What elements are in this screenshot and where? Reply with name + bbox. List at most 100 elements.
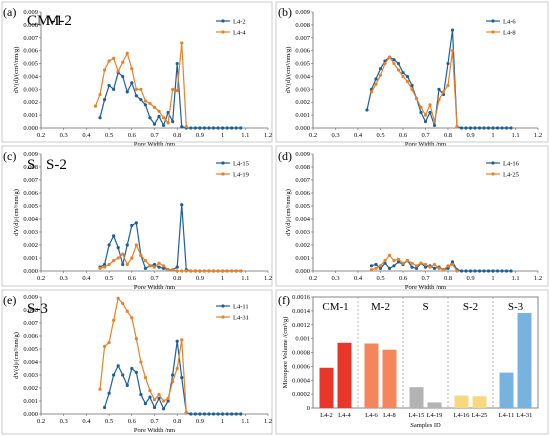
data-point-L4-4 — [161, 116, 166, 120]
x-tick-label: L4-11 — [499, 412, 515, 419]
data-point-L4-25 — [378, 264, 383, 268]
y-tick-label: 0.000 — [23, 268, 38, 275]
data-point-L4-11 — [202, 412, 207, 416]
data-point-L4-16 — [464, 269, 468, 273]
x-tick-label: 0.2 — [37, 418, 45, 425]
y-tick-label: 0.0014 — [292, 308, 311, 315]
data-point-L4-19 — [166, 268, 170, 272]
legend-label: L4-4 — [233, 29, 246, 36]
y-tick-label: 0.005 — [23, 203, 38, 210]
x-tick-label: 0.6 — [399, 275, 408, 282]
x-tick-label: 0.4 — [354, 275, 363, 282]
panel-border — [275, 289, 549, 435]
data-point-L4-11 — [112, 373, 116, 377]
x-tick-label: 0.7 — [421, 132, 430, 139]
panel-e: (e) 0.000 0.001 0.002 0.003 0.004 0.005 0.006 0.… — [1, 289, 273, 435]
data-point-L4-8 — [374, 82, 378, 86]
data-point-L4-16 — [495, 269, 500, 273]
data-point-L4-4 — [102, 68, 107, 72]
panel-a: (a) 0.000 0.001 0.002 0.003 0.004 0.005 0.006 0.… — [1, 1, 273, 148]
x-tick-label: 0.7 — [150, 418, 159, 425]
data-point-L4-19 — [198, 269, 202, 273]
x-tick-label: 0.9 — [196, 132, 204, 139]
legend-swatch-marker — [221, 19, 225, 23]
x-tick-label: 1.2 — [534, 132, 542, 139]
data-point-L4-19 — [107, 262, 111, 267]
data-point-L4-8 — [414, 96, 419, 100]
data-point-L4-2 — [134, 94, 138, 98]
x-tick-label: 0.3 — [331, 275, 339, 282]
data-point-L4-2 — [189, 126, 193, 130]
data-point-L4-8 — [423, 113, 428, 117]
bar-L4-19 — [427, 402, 442, 408]
y-tick-label: 0.001 — [23, 255, 38, 262]
data-point-L4-15 — [125, 243, 129, 247]
y-tick-label: 0.003 — [295, 229, 310, 236]
panel-title: S — [27, 157, 35, 173]
data-point-L4-25 — [396, 257, 401, 261]
data-point-L4-16 — [504, 269, 509, 273]
x-tick-label: 0.5 — [105, 132, 113, 139]
data-point-L4-11 — [166, 399, 170, 403]
data-point-L4-8 — [396, 68, 401, 72]
data-point-L4-6 — [423, 119, 428, 124]
group-label: S — [422, 301, 428, 313]
legend-label: L4-15 — [233, 160, 249, 167]
data-point-L4-31 — [166, 396, 170, 400]
data-point-L4-6 — [378, 67, 383, 71]
data-point-L4-16 — [486, 269, 491, 273]
data-point-L4-31 — [152, 398, 157, 402]
data-point-L4-16 — [491, 269, 495, 273]
data-point-L4-25 — [374, 266, 378, 270]
data-point-L4-6 — [401, 70, 405, 75]
y-tick-label: 0.009 — [23, 151, 38, 158]
x-tick-label: 0.5 — [376, 275, 384, 282]
data-point-L4-11 — [171, 373, 175, 377]
data-point-L4-11 — [102, 405, 107, 410]
y-axis-label: dV(d)/(cm³/nm/g) — [285, 189, 292, 236]
data-point-L4-11 — [107, 391, 111, 395]
data-point-L4-6 — [419, 110, 423, 115]
x-tick-label: L4-16 — [454, 412, 471, 419]
x-tick-label: L4-31 — [517, 412, 533, 419]
x-tick-label: 0.9 — [466, 275, 474, 282]
panel-letter: (e) — [3, 293, 16, 307]
data-point-L4-16 — [450, 260, 455, 264]
y-tick-label: 0.002 — [23, 99, 38, 106]
data-point-L4-25 — [432, 262, 437, 267]
data-point-L4-2 — [230, 126, 234, 130]
data-point-L4-25 — [423, 262, 428, 267]
y-tick-label: 0.007 — [295, 177, 310, 184]
panel-title: S-3 — [27, 301, 48, 317]
data-point-L4-31 — [130, 316, 134, 320]
x-tick-label: 0.4 — [82, 132, 91, 139]
data-point-L4-8 — [450, 49, 455, 53]
data-point-L4-2 — [180, 125, 184, 129]
x-axis-label: Samples ID — [410, 422, 441, 429]
y-tick-label: 0.004 — [23, 216, 38, 223]
data-point-L4-11 — [234, 412, 238, 416]
data-point-L4-2 — [211, 126, 216, 130]
data-point-L4-11 — [161, 407, 166, 411]
y-axis-label: dV(d)/(cm³/nm/g) — [13, 47, 20, 94]
data-point-L4-6 — [396, 61, 401, 66]
data-point-L4-8 — [432, 119, 437, 124]
x-tick-label: 1.1 — [241, 275, 249, 282]
x-tick-label: 0.2 — [309, 132, 317, 139]
panel-title: CM-1 — [27, 13, 63, 29]
data-point-L4-15 — [180, 203, 184, 207]
y-tick-label: 0.002 — [23, 385, 38, 392]
data-point-L4-6 — [392, 58, 396, 62]
data-point-L4-19 — [139, 253, 143, 257]
legend-swatch-marker — [221, 304, 225, 308]
data-point-L4-25 — [410, 261, 414, 265]
x-tick-label: 0.6 — [128, 418, 137, 425]
data-point-L4-16 — [459, 269, 464, 273]
data-point-L4-19 — [152, 265, 157, 269]
data-point-L4-4 — [107, 59, 111, 63]
y-tick-label: 0.000 — [295, 125, 310, 132]
data-point-L4-25 — [450, 262, 455, 267]
data-point-L4-31 — [171, 379, 175, 384]
y-tick-label: 0.004 — [295, 73, 310, 80]
